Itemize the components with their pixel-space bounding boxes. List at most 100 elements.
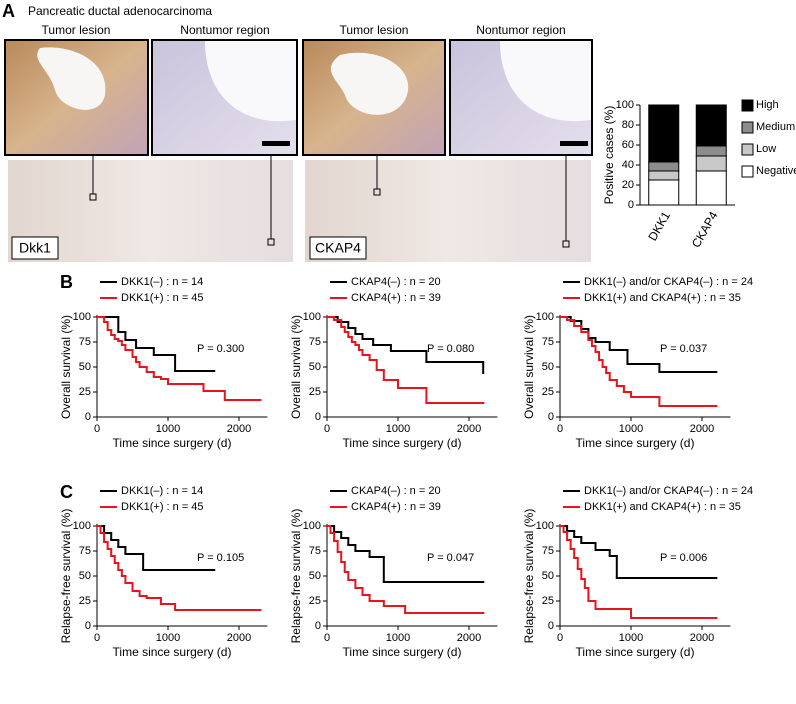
scale-bar xyxy=(262,141,290,146)
legend-label: CKAP4(+) : n = 39 xyxy=(351,501,441,513)
panel-label: C xyxy=(60,482,73,502)
y-tick-label: 50 xyxy=(79,361,91,373)
legend-label: Negative xyxy=(756,165,796,177)
legend-label: CKAP4(–) : n = 20 xyxy=(351,276,441,288)
bar-segment xyxy=(695,104,727,147)
y-tick-label: 75 xyxy=(309,545,321,557)
legend-label: DKK1(+) : n = 45 xyxy=(121,501,204,513)
y-tick-label: 25 xyxy=(542,595,554,607)
y-axis-label: Overall survival (%) xyxy=(289,315,303,419)
y-tick-label: 100 xyxy=(303,520,321,532)
y-tick-label: 100 xyxy=(536,520,554,532)
y-tick-label: 75 xyxy=(79,545,91,557)
y-tick-label: 25 xyxy=(542,386,554,398)
panel-title: Pancreatic ductal adenocarcinoma xyxy=(28,4,212,18)
image-label: Nontumor region xyxy=(180,23,269,37)
x-tick-label: 2000 xyxy=(227,423,251,435)
lumen xyxy=(330,52,409,115)
x-tick-label: 1000 xyxy=(156,632,180,644)
x-tick-label: 0 xyxy=(557,632,563,644)
annotation: P = 0.006 xyxy=(660,552,707,564)
marker-label: Dkk1 xyxy=(19,240,51,256)
y-tick-label: 100 xyxy=(73,520,91,532)
y-tick-label: 75 xyxy=(309,336,321,348)
panel-label: A xyxy=(2,1,15,21)
annotation: P = 0.300 xyxy=(197,343,244,355)
y-axis-label: Positive cases (%) xyxy=(602,106,616,205)
y-tick-label: 25 xyxy=(309,595,321,607)
y-tick-label: 0 xyxy=(548,620,554,632)
legend-swatch xyxy=(741,121,754,134)
legend-label: DKK1(–) : n = 14 xyxy=(121,276,203,288)
annotation: P = 0.080 xyxy=(427,343,474,355)
y-tick-label: 0 xyxy=(548,411,554,423)
y-tick-label: 40 xyxy=(622,159,634,171)
region-box xyxy=(562,240,570,248)
x-tick-label: DKK1 xyxy=(645,209,673,243)
region-box xyxy=(89,193,97,201)
y-tick-label: 75 xyxy=(79,336,91,348)
bar-segment xyxy=(648,170,680,181)
legend-label: DKK1(+) and CKAP4(+) : n = 35 xyxy=(584,501,741,513)
micrograph-set: Tumor lesion Nontumor region Dkk1 xyxy=(4,23,298,262)
y-tick-label: 75 xyxy=(542,545,554,557)
annotation: P = 0.037 xyxy=(660,343,707,355)
x-axis-label: Time since surgery (d) xyxy=(576,436,695,450)
bar-segment xyxy=(695,155,727,172)
y-tick-label: 0 xyxy=(315,411,321,423)
x-tick-label: 1000 xyxy=(619,423,643,435)
y-tick-label: 50 xyxy=(542,570,554,582)
y-tick-label: 50 xyxy=(309,361,321,373)
y-axis-label: Relapse-free survival (%) xyxy=(289,509,303,644)
legend-label: DKK1(+) : n = 45 xyxy=(121,292,204,304)
y-tick-label: 0 xyxy=(85,411,91,423)
legend-label: DKK1(–) and/or CKAP4(–) : n = 24 xyxy=(584,485,753,497)
x-tick-label: 1000 xyxy=(619,632,643,644)
bar-segment xyxy=(695,170,727,206)
y-tick-label: 100 xyxy=(73,311,91,323)
annotation: P = 0.105 xyxy=(197,552,244,564)
y-tick-label: 0 xyxy=(628,199,634,211)
x-tick-label: 2000 xyxy=(457,423,481,435)
y-axis-label: Relapse-free survival (%) xyxy=(522,509,536,644)
legend-label: DKK1(–) and/or CKAP4(–) : n = 24 xyxy=(584,276,753,288)
x-axis-label: Time since surgery (d) xyxy=(576,645,695,659)
x-tick-label: 2000 xyxy=(690,632,714,644)
legend-swatch xyxy=(741,165,754,178)
legend-label: DKK1(+) and CKAP4(+) : n = 35 xyxy=(584,292,741,304)
x-tick-label: 1000 xyxy=(386,423,410,435)
y-tick-label: 25 xyxy=(79,386,91,398)
x-tick-label: 1000 xyxy=(156,423,180,435)
bar-segment xyxy=(648,104,680,163)
annotation: P = 0.047 xyxy=(427,552,474,564)
y-tick-label: 50 xyxy=(309,570,321,582)
y-tick-label: 0 xyxy=(85,620,91,632)
y-tick-label: 75 xyxy=(542,336,554,348)
x-tick-label: 2000 xyxy=(457,632,481,644)
x-tick-label: 2000 xyxy=(690,423,714,435)
x-tick-label: 0 xyxy=(324,423,330,435)
lumen xyxy=(37,47,106,110)
image-label: Tumor lesion xyxy=(340,23,409,37)
y-tick-label: 50 xyxy=(79,570,91,582)
legend-label: CKAP4(+) : n = 39 xyxy=(351,292,441,304)
y-tick-label: 50 xyxy=(542,361,554,373)
legend-label: Low xyxy=(756,143,776,155)
x-tick-label: CKAP4 xyxy=(689,209,721,250)
image-label: Tumor lesion xyxy=(42,23,111,37)
region-box xyxy=(267,238,275,246)
y-tick-label: 60 xyxy=(622,139,634,151)
y-axis-label: Overall survival (%) xyxy=(59,315,73,419)
x-axis-label: Time since surgery (d) xyxy=(343,436,462,450)
x-tick-label: 0 xyxy=(557,423,563,435)
y-tick-label: 25 xyxy=(309,386,321,398)
lumen xyxy=(205,41,296,122)
legend-label: High xyxy=(756,99,779,111)
x-axis-label: Time since surgery (d) xyxy=(113,436,232,450)
y-tick-label: 100 xyxy=(616,99,634,111)
y-tick-label: 80 xyxy=(622,119,634,131)
legend-swatch xyxy=(741,143,754,156)
region-box xyxy=(373,188,381,196)
legend-label: DKK1(–) : n = 14 xyxy=(121,485,203,497)
